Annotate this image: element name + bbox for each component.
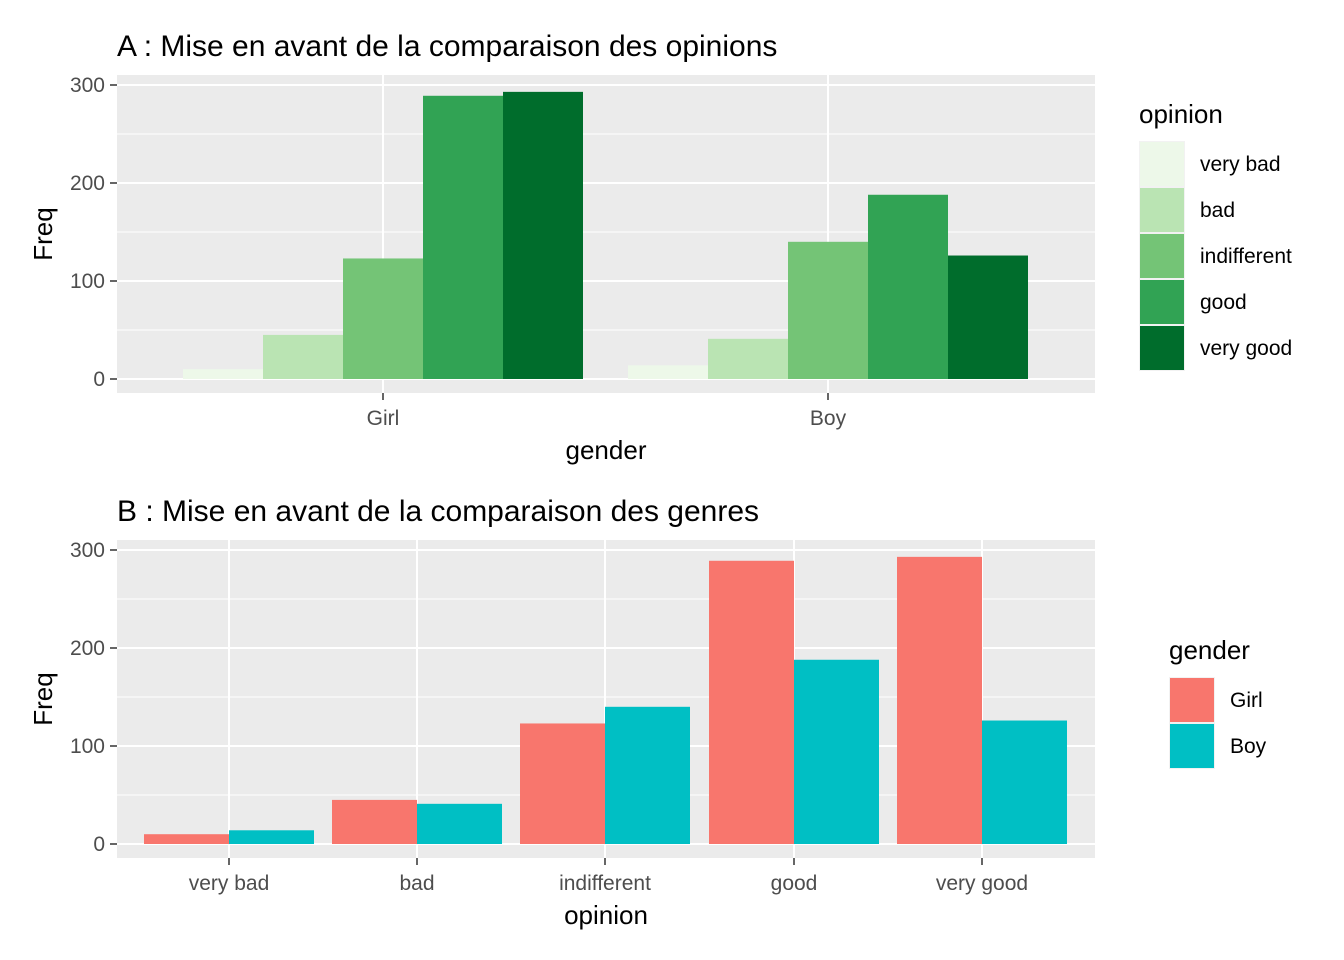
- legend-label-bad: bad: [1200, 199, 1235, 222]
- legend-label-very-good: very good: [1200, 337, 1292, 360]
- chart-b-y-axis: 0 100 200 300: [70, 539, 117, 856]
- bar-indifferent-girl: [343, 258, 423, 379]
- legend-label-indifferent: indifferent: [1200, 245, 1292, 268]
- legend-swatch-very-bad: [1140, 142, 1184, 186]
- legend-label-good: good: [1200, 291, 1247, 314]
- y-tick-label: 0: [93, 368, 105, 391]
- legend-swatch-indifferent: [1140, 234, 1184, 278]
- legend-label-very-bad: very bad: [1200, 153, 1281, 176]
- legend-swatch-very-good: [1140, 326, 1184, 370]
- x-tick-label-boy: Boy: [810, 407, 847, 430]
- bar-indifferent-boy: [788, 242, 868, 379]
- bar-good-girl: [423, 96, 503, 379]
- chart-a-x-axis: Girl Boy: [367, 393, 847, 430]
- y-tick-label: 100: [70, 735, 105, 758]
- legend-swatch-bad: [1140, 188, 1184, 232]
- legend-label-boy: Boy: [1230, 735, 1267, 758]
- x-tick-label-good: good: [771, 872, 818, 895]
- x-tick-label-bad: bad: [399, 872, 434, 895]
- bar-boy-good: [794, 660, 879, 844]
- bar-boy-bad: [417, 804, 502, 844]
- chart-b-y-title: Freq: [28, 672, 58, 725]
- chart-b-legend-title: gender: [1169, 635, 1250, 665]
- bar-girl-good: [709, 561, 794, 844]
- x-tick-label-very-bad: very bad: [189, 872, 270, 895]
- x-tick-label-very-good: very good: [936, 872, 1028, 895]
- legend-label-girl: Girl: [1230, 689, 1263, 712]
- chart-a-title: A : Mise en avant de la comparaison des …: [117, 30, 777, 63]
- bar-very-good-boy: [948, 256, 1028, 379]
- legend-swatch-boy: [1170, 724, 1214, 768]
- x-tick-label-girl: Girl: [367, 407, 400, 430]
- bar-girl-indifferent: [520, 723, 605, 844]
- bar-bad-girl: [263, 335, 343, 379]
- panel-b: B : Mise en avant de la comparaison des …: [28, 495, 1267, 930]
- y-tick-label: 0: [93, 833, 105, 856]
- chart-b-legend: gender Girl Boy: [1169, 635, 1267, 769]
- y-tick-label: 300: [70, 74, 105, 97]
- chart-a-legend-title: opinion: [1139, 99, 1223, 129]
- bar-very-bad-boy: [628, 365, 708, 379]
- bar-very-bad-girl: [183, 369, 263, 379]
- chart-a-y-axis: 0 100 200 300: [70, 74, 117, 391]
- y-tick-label: 200: [70, 637, 105, 660]
- bar-girl-bad: [332, 800, 417, 844]
- chart-b-x-title: opinion: [564, 900, 648, 930]
- chart-b-x-axis: very bad bad indifferent good very good: [189, 858, 1028, 895]
- bar-boy-very-good: [982, 721, 1067, 844]
- bar-bad-boy: [708, 339, 788, 379]
- chart-b-title: B : Mise en avant de la comparaison des …: [117, 495, 759, 528]
- chart-a-legend: opinion very bad bad indifferent good very g…: [1139, 99, 1292, 371]
- chart-a-y-title: Freq: [28, 207, 58, 260]
- bar-boy-very-bad: [229, 830, 314, 844]
- y-tick-label: 300: [70, 539, 105, 562]
- x-tick-label-indifferent: indifferent: [559, 872, 651, 895]
- bar-very-good-girl: [503, 92, 583, 379]
- chart-a-x-title: gender: [566, 435, 647, 465]
- bar-good-boy: [868, 195, 948, 379]
- y-tick-label: 100: [70, 270, 105, 293]
- bar-girl-very-good: [897, 557, 982, 844]
- bar-boy-indifferent: [605, 707, 690, 844]
- legend-swatch-good: [1140, 280, 1184, 324]
- legend-swatch-girl: [1170, 678, 1214, 722]
- panel-a: A : Mise en avant de la comparaison des …: [28, 30, 1292, 465]
- y-tick-label: 200: [70, 172, 105, 195]
- bar-girl-very-bad: [144, 834, 229, 844]
